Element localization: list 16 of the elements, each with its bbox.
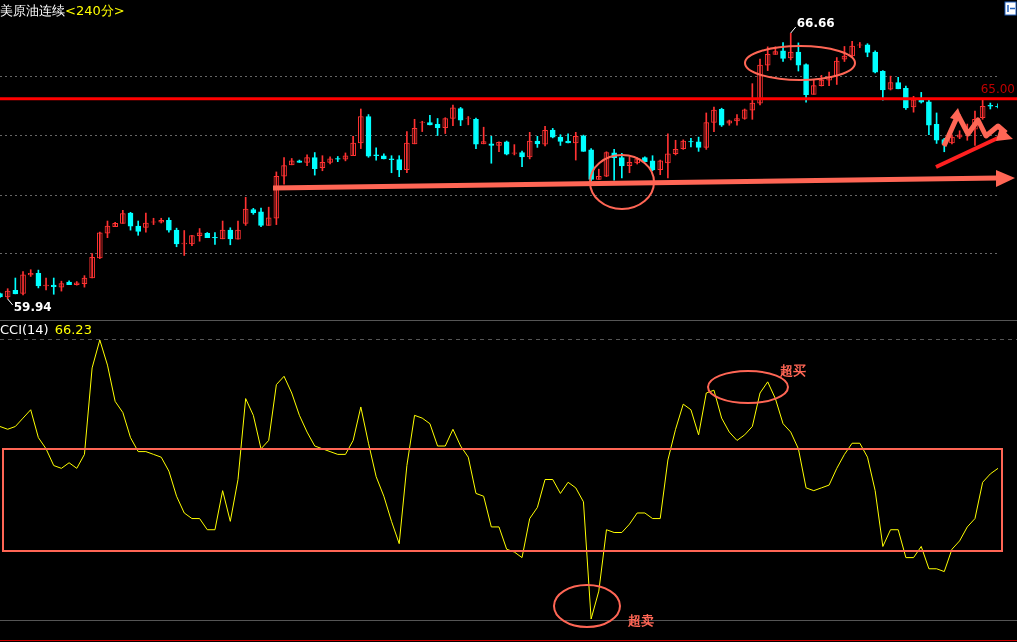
candlestick: [73, 281, 80, 286]
candlestick: [158, 217, 165, 224]
candlestick: [488, 135, 495, 164]
candlestick: [212, 232, 218, 245]
text: 59.94: [13, 300, 52, 315]
candlestick: [373, 147, 379, 161]
text: 66.66: [796, 16, 835, 31]
ref-line-label: 65.00: [980, 81, 1015, 96]
candlestick: [43, 277, 49, 291]
chart-title: CCI(14): [0, 322, 49, 337]
chart-title: 美原油连续: [0, 3, 65, 18]
candlestick: [181, 230, 188, 256]
annotation: 超卖: [628, 612, 654, 630]
text: 66.23: [54, 322, 92, 337]
chart-subtitle: <240分>: [65, 3, 125, 18]
annotation: 超买: [780, 362, 806, 380]
